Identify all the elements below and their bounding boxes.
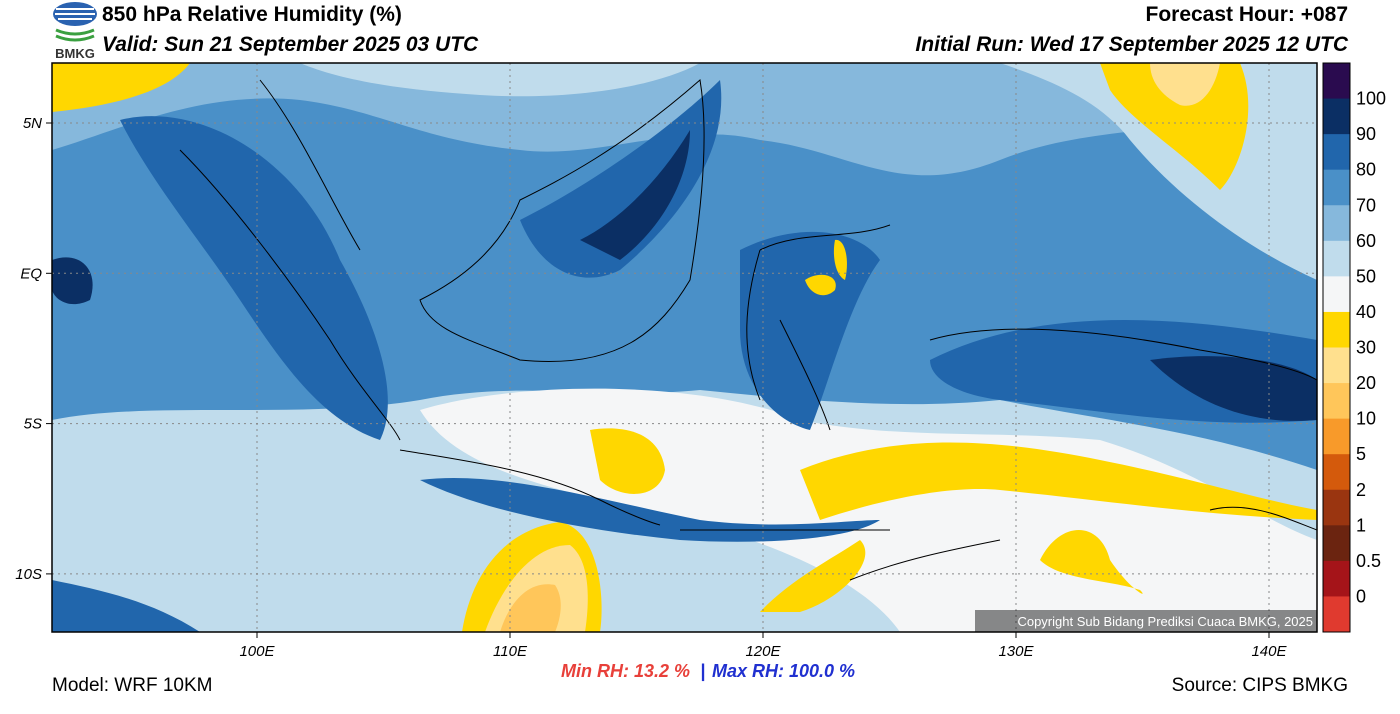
colorbar-swatch [1323,383,1350,420]
colorbar-swatch [1323,98,1350,135]
graticule [52,63,1317,632]
colorbar-label: 10 [1356,409,1376,429]
logo-text: BMKG [55,46,95,61]
lon-label: 130E [998,643,1034,660]
colorbar-swatch [1323,347,1350,384]
colorbar-label: 80 [1356,160,1376,180]
colorbar-swatch [1323,418,1350,455]
lat-label: 5S [24,416,42,433]
colorbar-label: 40 [1356,302,1376,322]
title: 850 hPa Relative Humidity (%) [102,3,402,26]
lat-label: EQ [20,265,42,282]
lon-label: 110E [493,643,528,660]
colorbar-frame [1322,62,1351,633]
colorbar-swatch [1323,525,1350,562]
humidity-field [52,63,1317,632]
colorbar-label: 50 [1356,266,1376,286]
lat-label: 5N [23,115,42,132]
colorbar-swatch [1323,63,1350,100]
colorbar-swatch [1323,240,1350,277]
colorbar: 100 90 80 70 60 50 40 30 20 10 5 2 1 0.5 0 [1322,62,1386,633]
colorbar-swatch [1323,311,1350,348]
max-rh: Max RH: 100.0 % [712,661,855,681]
colorbar-label: 90 [1356,124,1376,144]
colorbar-label: 20 [1356,373,1376,393]
map-frame [51,62,1318,633]
colorbar-swatch [1323,169,1350,206]
colorbar-swatch [1323,276,1350,313]
colorbar-swatch [1323,134,1350,171]
colorbar-label: 100 [1356,89,1386,109]
colorbar-swatch [1323,560,1350,597]
lon-label: 100E [239,643,275,660]
model: Model: WRF 10KM [52,675,212,696]
lon-label: 120E [745,643,781,660]
colorbar-label: 5 [1356,444,1366,464]
lon-label: 140E [1251,643,1287,660]
initial-run: Initial Run: Wed 17 September 2025 12 UT… [915,33,1348,56]
colorbar-swatch [1323,205,1350,242]
min-rh: Min RH: 13.2 % [561,661,690,681]
axis-labels: 5N EQ 5S 10S 100E 110E 120E 130E 140E [15,115,1287,660]
colorbar-label: 2 [1356,480,1366,500]
valid-time: Valid: Sun 21 September 2025 03 UTC [102,33,479,56]
forecast-hour: Forecast Hour: +087 [1146,3,1349,26]
copyright: Copyright Sub Bidang Prediksi Cuaca BMKG… [1017,614,1313,629]
colorbar-label: 30 [1356,338,1376,358]
colorbar-swatch [1323,454,1350,491]
separator: | [700,661,705,681]
colorbar-label: 1 [1356,515,1366,535]
colorbar-label: 60 [1356,231,1376,251]
colorbar-label: 0 [1356,586,1366,606]
lat-label: 10S [15,566,42,583]
colorbar-swatch [1323,596,1350,633]
logo: BMKG [53,2,97,61]
colorbar-swatch [1323,489,1350,526]
source: Source: CIPS BMKG [1172,675,1348,696]
colorbar-label: 0.5 [1356,551,1381,571]
copyright-box [975,610,1317,632]
colorbar-label: 70 [1356,195,1376,215]
